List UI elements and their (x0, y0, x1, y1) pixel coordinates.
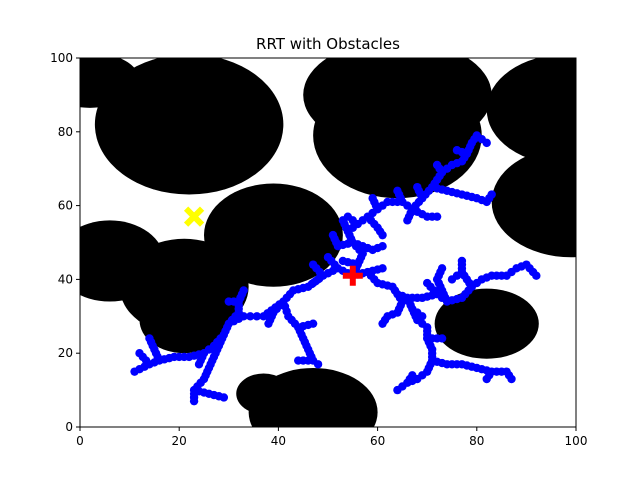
tree-node (423, 278, 432, 288)
tree-node (447, 275, 457, 284)
obstacle (434, 288, 539, 359)
tree-node (239, 286, 248, 295)
x-tick-label: 0 (76, 434, 84, 448)
tree-node (532, 271, 541, 280)
tree-node (135, 349, 144, 358)
tree-node (457, 256, 467, 266)
axes-frame (79, 57, 577, 428)
tree-node (378, 264, 387, 273)
marker-layer (183, 206, 363, 286)
tree-node (378, 319, 387, 328)
x-tick-label: 40 (271, 434, 286, 448)
tree-node (338, 216, 348, 225)
tree-node (418, 312, 427, 321)
tree-node (145, 334, 154, 343)
tree-node (482, 374, 491, 384)
tree-node (403, 216, 412, 225)
tree-node (308, 319, 318, 328)
tree-node (294, 356, 303, 365)
obstacle (303, 58, 492, 151)
tree-node (130, 367, 139, 376)
tree-node (393, 186, 402, 196)
tree-node (432, 212, 442, 221)
tree-node (393, 385, 402, 395)
goal-marker (183, 206, 205, 227)
x-tick-label: 100 (565, 434, 588, 448)
tree-node (313, 360, 323, 369)
tree-node (437, 334, 447, 343)
y-tick-label: 80 (58, 125, 73, 139)
tree-node (452, 146, 462, 155)
y-axis: 0 20 40 60 80 100 (50, 51, 80, 434)
x-axis: 0 20 40 60 80 100 (76, 427, 587, 448)
tree-node (328, 230, 338, 240)
y-tick-label: 0 (65, 420, 73, 434)
tree-node (264, 319, 273, 328)
obstacle (248, 367, 378, 427)
plot-area (79, 57, 577, 428)
tree-node (378, 241, 387, 251)
tree-node (219, 393, 229, 402)
tree-node (259, 312, 268, 321)
obstacle (486, 58, 576, 165)
rrt-tree-layer (130, 131, 541, 406)
obstacle (491, 146, 576, 258)
tree-node (378, 230, 387, 240)
tree-node (308, 260, 318, 269)
tree-node (432, 160, 442, 170)
y-tick-label: 60 (58, 199, 73, 213)
tree-node (246, 312, 255, 321)
tree-node (189, 396, 199, 406)
tree-node (507, 374, 516, 384)
tree-node (368, 194, 377, 203)
x-tick-label: 60 (370, 434, 385, 448)
y-tick-label: 100 (50, 51, 73, 65)
tree-node (408, 371, 417, 380)
obstacle (139, 286, 229, 354)
obstacle-layer (80, 58, 576, 427)
tree-node (413, 182, 422, 192)
tree-node (313, 275, 323, 284)
tree-node (338, 256, 348, 266)
obstacle (94, 58, 284, 195)
tree-node (487, 190, 496, 199)
tree-node (194, 360, 204, 369)
x-tick-label: 80 (469, 434, 484, 448)
tree-node (323, 253, 333, 262)
tree-node (437, 264, 447, 273)
tree-node (482, 138, 491, 148)
chart-title: RRT with Obstacles (256, 35, 400, 53)
tree-node (252, 312, 262, 321)
y-tick-label: 20 (58, 346, 73, 360)
start-marker (342, 265, 363, 286)
y-tick-label: 40 (58, 272, 73, 286)
x-tick-label: 20 (172, 434, 187, 448)
tree-node (224, 297, 233, 306)
obstacle (204, 183, 343, 287)
